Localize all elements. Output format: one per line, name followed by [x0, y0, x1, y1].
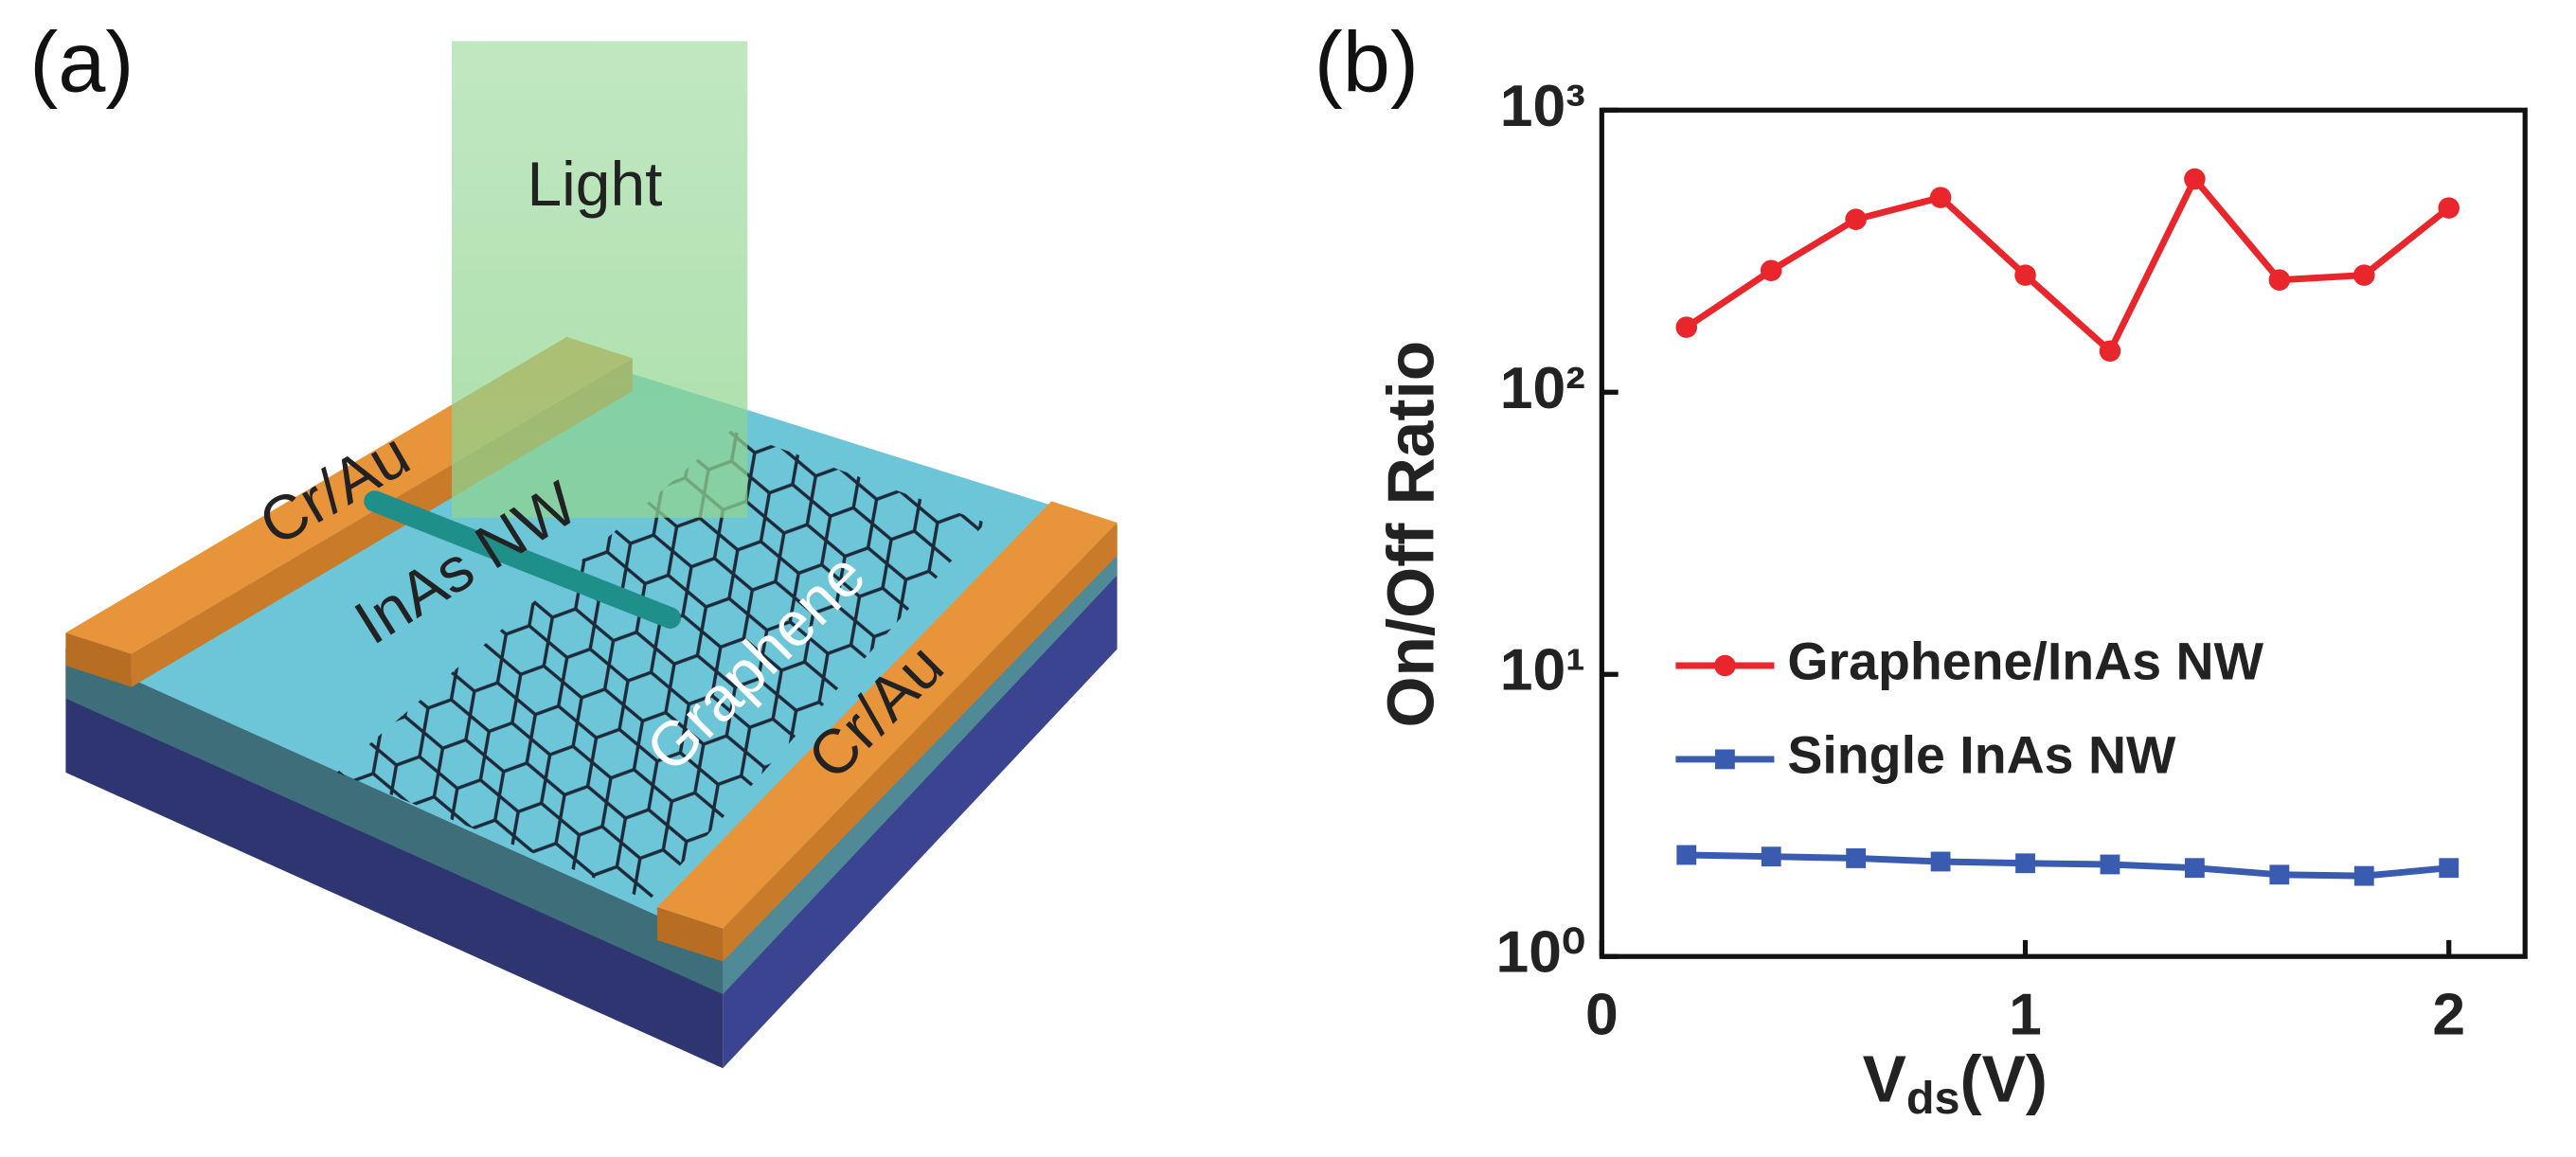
light-beam — [452, 41, 748, 518]
marker — [1846, 848, 1867, 868]
marker — [2015, 853, 2035, 874]
marker — [2099, 340, 2121, 363]
series-line — [1684, 172, 2451, 357]
marker — [2014, 264, 2036, 286]
marker — [2353, 865, 2374, 886]
marker — [2184, 168, 2206, 190]
plot-frame — [1599, 107, 2528, 959]
marker — [2100, 854, 2120, 875]
light-label: Light — [528, 149, 663, 219]
y-tick-label: 10³ — [1500, 73, 1585, 139]
device — [65, 41, 1118, 1069]
marker — [2268, 269, 2291, 291]
legend-label: Graphene/InAs NW — [1787, 632, 2263, 691]
marker — [1760, 259, 1782, 282]
electrode-side — [723, 522, 1118, 962]
graphene — [336, 430, 986, 901]
electrode — [656, 501, 1118, 929]
x-axis-label: ds — [1906, 1073, 1960, 1124]
electrode-side — [656, 907, 724, 962]
x-axis-label: Vds(V) — [1863, 1042, 2048, 1124]
marker — [1930, 851, 1951, 872]
marker — [1929, 187, 1952, 208]
x-tick-label: 0 — [1585, 982, 1619, 1048]
panel-label: (b) — [1315, 15, 1419, 111]
legend-marker — [1714, 654, 1736, 677]
marker — [1676, 845, 1697, 865]
y-tick-label: 10⁰ — [1495, 919, 1584, 986]
nanowire — [364, 490, 682, 629]
x-axis-label: V — [1863, 1042, 1906, 1116]
y-tick-label: 10¹ — [1500, 637, 1585, 703]
y-tick-label: 10² — [1500, 355, 1585, 421]
electrode-side — [65, 632, 132, 687]
x-tick-label: 1 — [2009, 982, 2042, 1048]
marker — [2353, 264, 2375, 286]
x-axis-label: (V) — [1960, 1042, 2048, 1116]
marker — [1675, 316, 1698, 338]
x-tick-label: 2 — [2432, 982, 2465, 1048]
marker — [2269, 864, 2290, 885]
layer — [65, 649, 724, 995]
legend-marker — [1715, 749, 1735, 770]
marker — [2439, 858, 2460, 879]
marker — [2184, 858, 2205, 879]
y-axis-label: On/Off Ratio — [1374, 341, 1448, 728]
panel-label: (a) — [29, 15, 134, 111]
marker — [1845, 208, 1867, 230]
legend-label: Single InAs NW — [1787, 726, 2176, 785]
series-line — [1686, 851, 2450, 880]
marker — [1761, 846, 1781, 867]
marker — [2438, 197, 2460, 219]
